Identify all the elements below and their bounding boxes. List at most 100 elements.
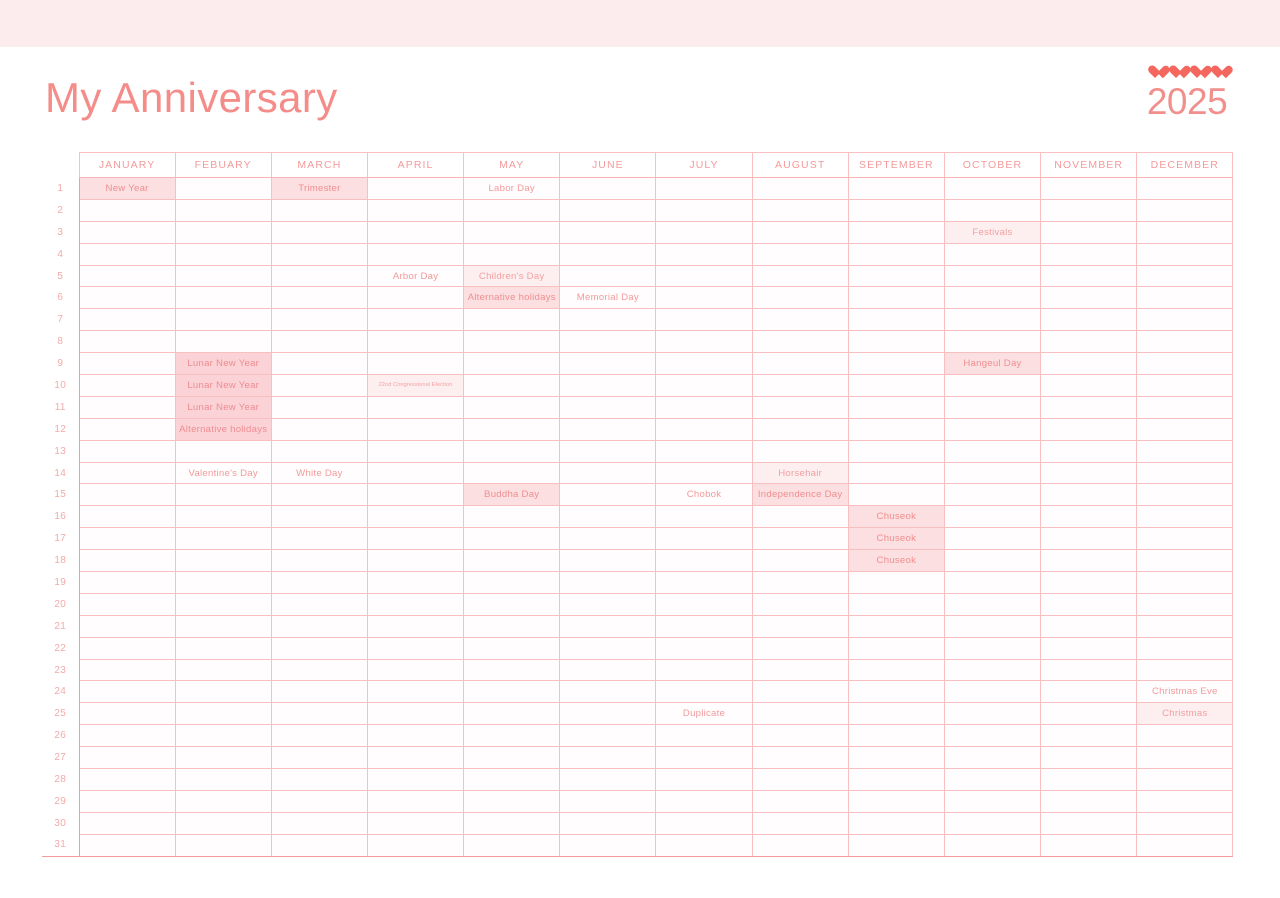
empty-cell-april-2[interactable] [366, 198, 465, 222]
empty-cell-november-27[interactable] [1040, 746, 1138, 770]
empty-cell-august-1[interactable] [751, 177, 849, 200]
empty-cell-may-21[interactable] [463, 614, 561, 638]
empty-cell-july-17[interactable] [655, 527, 753, 551]
empty-cell-october-22[interactable] [943, 636, 1042, 660]
empty-cell-july-20[interactable] [655, 592, 753, 616]
empty-cell-november-8[interactable] [1040, 330, 1138, 354]
empty-cell-april-3[interactable] [366, 220, 465, 244]
empty-cell-april-31[interactable] [366, 833, 465, 857]
empty-cell-october-28[interactable] [943, 768, 1042, 791]
empty-cell-december-12[interactable] [1136, 417, 1234, 441]
empty-cell-october-18[interactable] [943, 549, 1042, 573]
empty-cell-october-26[interactable] [943, 724, 1042, 748]
month-header-november[interactable]: NOVEMBER [1040, 152, 1138, 178]
empty-cell-may-12[interactable] [463, 417, 561, 441]
empty-cell-october-16[interactable] [943, 505, 1042, 529]
empty-cell-november-21[interactable] [1040, 614, 1138, 638]
empty-cell-august-20[interactable] [751, 592, 849, 616]
empty-cell-december-9[interactable] [1136, 352, 1234, 376]
empty-cell-august-2[interactable] [751, 198, 849, 222]
empty-cell-febuary-1[interactable] [174, 177, 272, 200]
month-header-march[interactable]: MARCH [270, 152, 368, 178]
empty-cell-august-11[interactable] [751, 395, 849, 419]
empty-cell-september-31[interactable] [847, 833, 945, 857]
empty-cell-september-23[interactable] [847, 658, 945, 682]
empty-cell-september-5[interactable] [847, 264, 945, 288]
empty-cell-febuary-20[interactable] [174, 592, 272, 616]
month-header-august[interactable]: AUGUST [751, 152, 849, 178]
empty-cell-september-13[interactable] [847, 439, 945, 463]
empty-cell-december-15[interactable] [1136, 483, 1234, 507]
empty-cell-december-13[interactable] [1136, 439, 1234, 463]
event-cell-may-6[interactable]: Alternative holidays [463, 286, 561, 310]
empty-cell-august-23[interactable] [751, 658, 849, 682]
empty-cell-september-3[interactable] [847, 220, 945, 244]
empty-cell-march-26[interactable] [270, 724, 368, 748]
empty-cell-november-6[interactable] [1040, 286, 1138, 310]
empty-cell-july-7[interactable] [655, 308, 753, 332]
empty-cell-july-13[interactable] [655, 439, 753, 463]
empty-cell-april-12[interactable] [366, 417, 465, 441]
empty-cell-may-26[interactable] [463, 724, 561, 748]
empty-cell-january-6[interactable] [78, 286, 176, 310]
empty-cell-august-7[interactable] [751, 308, 849, 332]
empty-cell-october-15[interactable] [943, 483, 1042, 507]
empty-cell-november-4[interactable] [1040, 242, 1138, 266]
empty-cell-december-30[interactable] [1136, 811, 1234, 835]
empty-cell-december-21[interactable] [1136, 614, 1234, 638]
empty-cell-november-20[interactable] [1040, 592, 1138, 616]
empty-cell-december-29[interactable] [1136, 789, 1234, 813]
empty-cell-june-7[interactable] [559, 308, 657, 332]
empty-cell-august-13[interactable] [751, 439, 849, 463]
empty-cell-febuary-4[interactable] [174, 242, 272, 266]
empty-cell-september-8[interactable] [847, 330, 945, 354]
event-cell-febuary-10[interactable]: Lunar New Year [174, 374, 272, 397]
empty-cell-july-21[interactable] [655, 614, 753, 638]
event-cell-march-14[interactable]: White Day [270, 461, 368, 485]
empty-cell-december-31[interactable] [1136, 833, 1234, 857]
empty-cell-january-23[interactable] [78, 658, 176, 682]
event-cell-september-16[interactable]: Chuseok [847, 505, 945, 529]
empty-cell-may-28[interactable] [463, 768, 561, 791]
empty-cell-december-11[interactable] [1136, 395, 1234, 419]
empty-cell-december-1[interactable] [1136, 177, 1234, 200]
empty-cell-november-1[interactable] [1040, 177, 1138, 200]
empty-cell-march-13[interactable] [270, 439, 368, 463]
month-header-june[interactable]: JUNE [559, 152, 657, 178]
empty-cell-febuary-23[interactable] [174, 658, 272, 682]
empty-cell-september-28[interactable] [847, 768, 945, 791]
empty-cell-june-3[interactable] [559, 220, 657, 244]
empty-cell-april-13[interactable] [366, 439, 465, 463]
empty-cell-october-4[interactable] [943, 242, 1042, 266]
empty-cell-febuary-15[interactable] [174, 483, 272, 507]
empty-cell-july-11[interactable] [655, 395, 753, 419]
empty-cell-january-14[interactable] [78, 461, 176, 485]
empty-cell-january-12[interactable] [78, 417, 176, 441]
empty-cell-september-2[interactable] [847, 198, 945, 222]
empty-cell-may-27[interactable] [463, 746, 561, 770]
empty-cell-may-7[interactable] [463, 308, 561, 332]
empty-cell-febuary-27[interactable] [174, 746, 272, 770]
empty-cell-november-9[interactable] [1040, 352, 1138, 376]
empty-cell-january-19[interactable] [78, 571, 176, 594]
empty-cell-september-9[interactable] [847, 352, 945, 376]
empty-cell-november-15[interactable] [1040, 483, 1138, 507]
month-header-december[interactable]: DECEMBER [1136, 152, 1234, 178]
empty-cell-july-19[interactable] [655, 571, 753, 594]
empty-cell-december-27[interactable] [1136, 746, 1234, 770]
empty-cell-october-24[interactable] [943, 680, 1042, 704]
event-cell-febuary-12[interactable]: Alternative holidays [174, 417, 272, 441]
empty-cell-july-24[interactable] [655, 680, 753, 704]
empty-cell-may-8[interactable] [463, 330, 561, 354]
event-cell-july-15[interactable]: Chobok [655, 483, 753, 507]
empty-cell-may-25[interactable] [463, 702, 561, 726]
empty-cell-july-8[interactable] [655, 330, 753, 354]
empty-cell-january-4[interactable] [78, 242, 176, 266]
empty-cell-june-27[interactable] [559, 746, 657, 770]
empty-cell-may-23[interactable] [463, 658, 561, 682]
event-cell-march-1[interactable]: Trimester [270, 177, 368, 200]
empty-cell-april-17[interactable] [366, 527, 465, 551]
empty-cell-october-20[interactable] [943, 592, 1042, 616]
empty-cell-september-4[interactable] [847, 242, 945, 266]
empty-cell-april-26[interactable] [366, 724, 465, 748]
